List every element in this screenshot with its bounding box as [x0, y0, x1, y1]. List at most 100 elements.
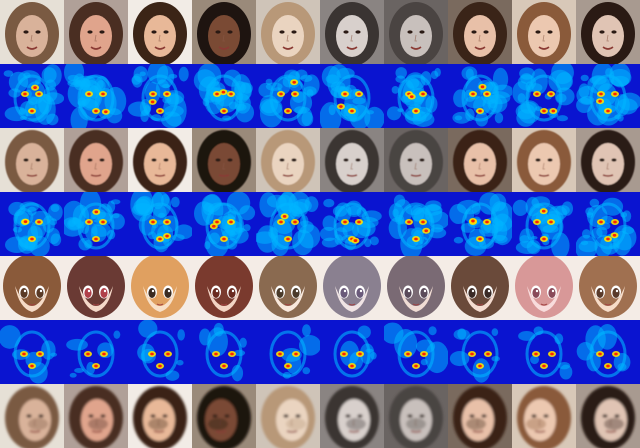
reconstruction-tile	[384, 128, 448, 192]
photo-image	[576, 128, 640, 192]
attention-photo-tile	[512, 64, 576, 128]
heatmap-image	[256, 64, 320, 128]
anime-image	[576, 256, 640, 320]
heatmap-image	[64, 192, 128, 256]
translated-tile	[128, 256, 192, 320]
heatmap-image	[128, 64, 192, 128]
distorted-tile	[512, 384, 576, 448]
heatmap-image	[448, 192, 512, 256]
heatmap-image	[192, 320, 256, 384]
translated-tile	[64, 256, 128, 320]
attention-photo-tile	[320, 64, 384, 128]
translated-tile	[256, 256, 320, 320]
heatmap-image	[64, 64, 128, 128]
distorted-tile	[576, 384, 640, 448]
heatmap-image	[320, 192, 384, 256]
translated-tile	[0, 256, 64, 320]
translated-tile	[512, 256, 576, 320]
source-tile	[256, 0, 320, 64]
heatmap-image	[576, 320, 640, 384]
heatmap-image	[512, 320, 576, 384]
heatmap-image	[256, 320, 320, 384]
distorted-tile	[128, 384, 192, 448]
anime-image	[64, 256, 128, 320]
heatmap-image	[384, 320, 448, 384]
reconstruction-tile	[0, 128, 64, 192]
photo-image	[0, 128, 64, 192]
distorted-tile	[320, 384, 384, 448]
heatmap-image	[576, 192, 640, 256]
photo-image	[512, 128, 576, 192]
photo-image	[512, 384, 576, 448]
photo-image	[192, 0, 256, 64]
source-tile	[192, 0, 256, 64]
heatmap-image	[64, 320, 128, 384]
anime-image	[384, 256, 448, 320]
photo-image	[384, 128, 448, 192]
attention-anime-tile	[64, 320, 128, 384]
photo-image	[0, 0, 64, 64]
distorted-tile	[64, 384, 128, 448]
distorted-tile	[192, 384, 256, 448]
heatmap-image	[192, 192, 256, 256]
heatmap-image	[128, 192, 192, 256]
photo-image	[448, 128, 512, 192]
attention-anime-tile	[192, 320, 256, 384]
translated-tile	[448, 256, 512, 320]
source-tile	[448, 0, 512, 64]
heatmap-image	[320, 320, 384, 384]
distorted-tile	[384, 384, 448, 448]
photo-image	[64, 128, 128, 192]
reconstruction-tile	[576, 128, 640, 192]
photo-image	[384, 384, 448, 448]
attention-photo-tile	[192, 64, 256, 128]
attention-photo-tile	[576, 64, 640, 128]
heatmap-image	[128, 320, 192, 384]
attention-photo-2-tile	[64, 192, 128, 256]
attention-anime-tile	[448, 320, 512, 384]
heatmap-image	[0, 320, 64, 384]
attention-photo-2-tile	[448, 192, 512, 256]
photo-image	[128, 0, 192, 64]
heatmap-image	[448, 64, 512, 128]
attention-anime-tile	[576, 320, 640, 384]
anime-image	[256, 256, 320, 320]
translated-tile	[576, 256, 640, 320]
photo-image	[192, 128, 256, 192]
attention-photo-2-tile	[576, 192, 640, 256]
photo-image	[448, 0, 512, 64]
attention-photo-2-tile	[320, 192, 384, 256]
reconstruction-tile	[192, 128, 256, 192]
heatmap-image	[576, 64, 640, 128]
attention-photo-2-tile	[0, 192, 64, 256]
attention-photo-tile	[384, 64, 448, 128]
anime-image	[0, 256, 64, 320]
anime-image	[128, 256, 192, 320]
heatmap-image	[192, 64, 256, 128]
distorted-tile	[0, 384, 64, 448]
heatmap-image	[256, 192, 320, 256]
attention-anime-tile	[128, 320, 192, 384]
source-tile	[512, 0, 576, 64]
reconstruction-tile	[320, 128, 384, 192]
attention-anime-tile	[320, 320, 384, 384]
distorted-tile	[256, 384, 320, 448]
attention-anime-tile	[512, 320, 576, 384]
source-tile	[576, 0, 640, 64]
attention-photo-2-tile	[128, 192, 192, 256]
anime-image	[192, 256, 256, 320]
reconstruction-tile	[128, 128, 192, 192]
photo-image	[0, 384, 64, 448]
photo-image	[64, 384, 128, 448]
attention-anime-tile	[256, 320, 320, 384]
attention-photo-tile	[256, 64, 320, 128]
attention-photo-2-tile	[384, 192, 448, 256]
photo-image	[256, 0, 320, 64]
attention-photo-2-tile	[512, 192, 576, 256]
attention-photo-tile	[128, 64, 192, 128]
heatmap-image	[512, 64, 576, 128]
translated-tile	[192, 256, 256, 320]
photo-image	[64, 0, 128, 64]
photo-image	[448, 384, 512, 448]
photo-image	[256, 384, 320, 448]
